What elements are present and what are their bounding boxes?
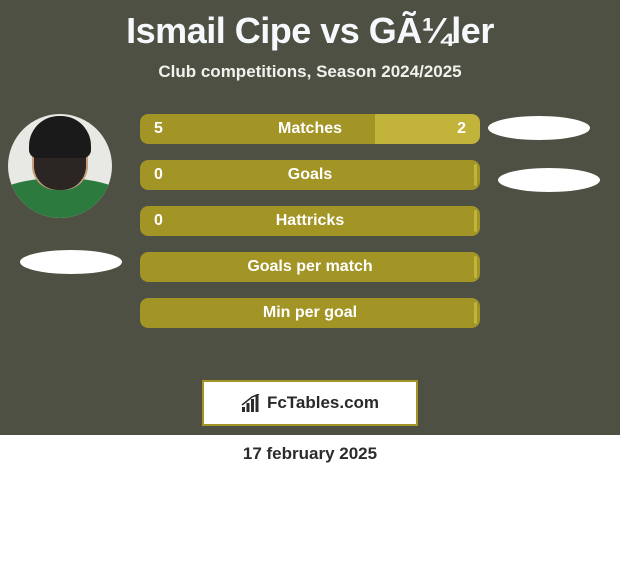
player2-name-plaque	[498, 168, 600, 192]
logo-text: FcTables.com	[267, 393, 379, 413]
player2-avatar-plaque	[488, 116, 590, 140]
stat-label: Goals per match	[140, 252, 480, 282]
stat-row-goals-per-match: Goals per match	[140, 252, 480, 282]
stat-label: Goals	[140, 160, 480, 190]
stat-label: Matches	[140, 114, 480, 144]
main-area: 5 Matches 2 0 Goals 0 Hattricks Goals pe…	[0, 114, 620, 374]
stat-row-matches: 5 Matches 2	[140, 114, 480, 144]
player1-avatar	[8, 114, 112, 218]
subtitle: Club competitions, Season 2024/2025	[0, 62, 620, 82]
title: Ismail Cipe vs GÃ¼ler	[0, 0, 620, 52]
comparison-infographic: Ismail Cipe vs GÃ¼ler Club competitions,…	[0, 0, 620, 464]
stat-label: Hattricks	[140, 206, 480, 236]
stat-row-hattricks: 0 Hattricks	[140, 206, 480, 236]
logo-box: FcTables.com	[202, 380, 418, 426]
stat-value-right: 2	[443, 114, 480, 144]
stat-row-goals: 0 Goals	[140, 160, 480, 190]
stat-label: Min per goal	[140, 298, 480, 328]
logo-icon	[241, 394, 263, 412]
stat-bars: 5 Matches 2 0 Goals 0 Hattricks Goals pe…	[140, 114, 480, 344]
date-label: 17 february 2025	[0, 444, 620, 464]
player1-name-plaque	[20, 250, 122, 274]
stat-row-min-per-goal: Min per goal	[140, 298, 480, 328]
